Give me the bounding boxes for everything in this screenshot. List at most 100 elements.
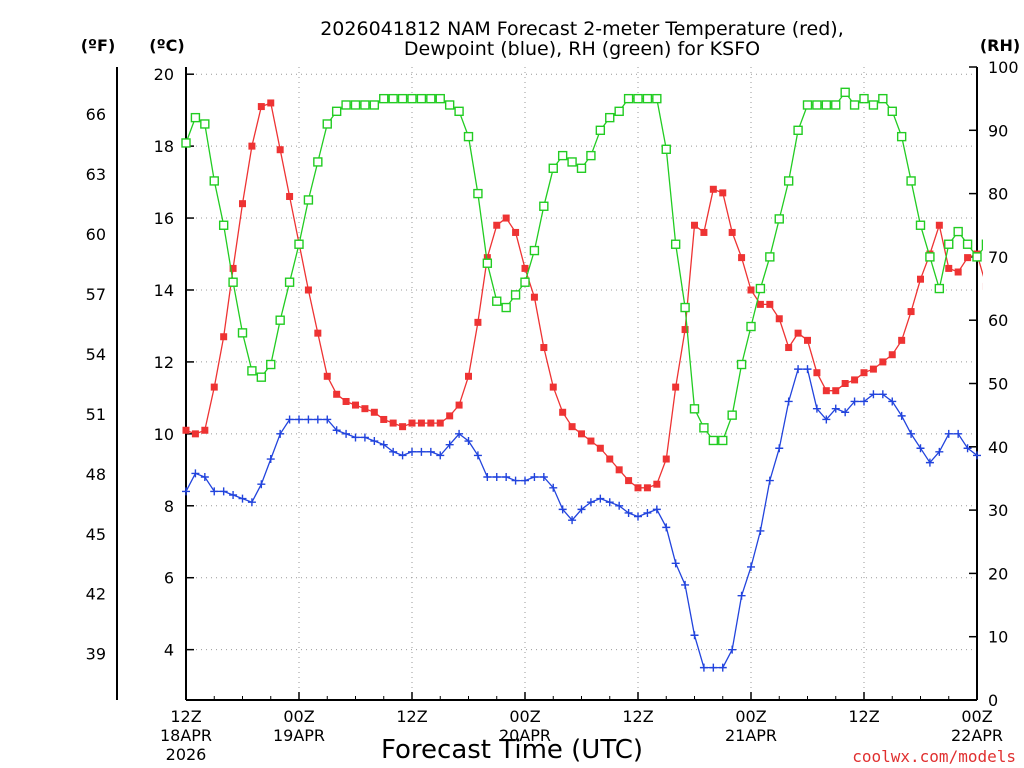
- dewpoint-point: [483, 473, 492, 482]
- time-tick-date: 22APR: [951, 726, 1003, 745]
- dewpoint-point: [426, 447, 435, 456]
- 2-meter-temperature-point: [643, 484, 651, 492]
- rh-point: [906, 176, 916, 186]
- 2-meter-temperature-point: [578, 430, 585, 438]
- rh-axis: 0 10 20 30 40 50 60 70 80 90 100: [969, 58, 1019, 710]
- dewpoint-point: [775, 444, 784, 453]
- rh-point: [520, 277, 530, 287]
- dewpoint-point: [888, 397, 897, 406]
- rh-point: [793, 125, 803, 136]
- 2-meter-temperature-point: [248, 142, 256, 150]
- fahrenheit-tick-label: 39: [86, 645, 106, 664]
- rh-series: [181, 87, 983, 446]
- rh-point: [313, 157, 323, 167]
- dewpoint-series: [182, 365, 981, 672]
- dewpoint-point: [492, 473, 501, 482]
- rh-point: [849, 100, 860, 110]
- fahrenheit-tick-label: 57: [86, 285, 106, 304]
- dewpoint-point: [624, 508, 633, 517]
- rh-point: [341, 100, 351, 110]
- rh-point: [228, 277, 238, 287]
- rh-tick-label: 40: [988, 438, 1008, 457]
- 2-meter-temperature-point: [512, 228, 520, 236]
- 2-meter-temperature-point: [700, 228, 708, 236]
- rh-point: [934, 283, 945, 294]
- 2-meter-temperature-point: [540, 344, 548, 352]
- celsius-tick-label: 18: [154, 137, 174, 156]
- 2-meter-temperature-point: [898, 336, 906, 344]
- time-tick-label: 00Z: [283, 707, 314, 726]
- rh-point: [896, 131, 907, 142]
- time-tick-label: 12Z: [396, 707, 427, 726]
- rh-point: [435, 93, 445, 104]
- 2-meter-temperature-series: [182, 99, 983, 492]
- rh-point: [708, 435, 719, 446]
- dewpoint-point: [860, 397, 868, 406]
- 2-meter-temperature-point: [465, 372, 472, 380]
- 2-meter-temperature-point: [446, 412, 454, 420]
- fahrenheit-tick-label: 51: [86, 405, 106, 424]
- 2-meter-temperature-point: [728, 228, 736, 236]
- rh-point: [576, 163, 587, 173]
- dewpoint-point: [615, 501, 624, 510]
- 2-meter-temperature-point: [625, 477, 633, 485]
- rh-point: [294, 239, 304, 249]
- rh-point: [915, 220, 926, 230]
- dewpoint-point: [417, 447, 426, 456]
- rh-point: [605, 112, 615, 123]
- rh-point: [859, 93, 869, 104]
- rh-point: [218, 220, 229, 230]
- rh-point: [727, 410, 737, 420]
- dewpoint-point: [200, 473, 209, 482]
- dewpoint-point: [652, 505, 661, 514]
- time-tick-year: 2026: [166, 745, 207, 764]
- rh-point: [548, 163, 558, 173]
- 2-meter-temperature-point: [935, 221, 943, 229]
- fahrenheit-tick-label: 60: [86, 225, 106, 244]
- 2-meter-temperature-point: [841, 380, 849, 387]
- celsius-tick-label: 12: [154, 353, 174, 372]
- 2-meter-temperature-point: [662, 455, 670, 463]
- dewpoint-point: [229, 490, 238, 499]
- 2-meter-temperature-point: [182, 426, 190, 434]
- 2-meter-temperature-point: [822, 387, 830, 395]
- dewpoint-point: [841, 408, 850, 417]
- 2-meter-temperature-point: [982, 282, 983, 290]
- 2-meter-temperature-point: [756, 300, 764, 308]
- rh-point: [444, 100, 455, 110]
- rh-point: [492, 296, 502, 306]
- dewpoint-point: [897, 411, 906, 420]
- 2-meter-temperature-point: [851, 376, 859, 384]
- dewpoint-point: [794, 365, 803, 374]
- celsius-tick-label: 6: [164, 569, 174, 588]
- fahrenheit-axis: 39 42 45 48 51 54 57 60 63 66: [86, 67, 118, 700]
- celsius-tick-label: 16: [154, 209, 174, 228]
- 2-meter-temperature-point: [596, 444, 604, 452]
- dewpoint-point: [643, 508, 652, 517]
- 2-meter-temperature-point: [257, 103, 265, 111]
- rh-point: [360, 100, 370, 110]
- rh-point: [256, 372, 267, 382]
- dewpoint-point: [699, 663, 708, 672]
- celsius-tick-label: 4: [164, 641, 174, 660]
- 2-meter-temperature-point: [229, 264, 237, 272]
- 2-meter-temperature-point: [521, 264, 529, 272]
- dewpoint-point: [634, 512, 642, 521]
- rh-point: [821, 100, 832, 110]
- dewpoint-point: [963, 444, 972, 453]
- 2-meter-temperature-point: [408, 419, 416, 427]
- 2-meter-temperature-point: [370, 408, 378, 416]
- rh-point: [190, 112, 201, 123]
- dewpoint-point: [916, 444, 925, 453]
- rh-point: [595, 125, 606, 136]
- series-clip-group: [181, 87, 983, 672]
- rh-point: [397, 93, 408, 104]
- rh-point: [482, 258, 493, 268]
- rh-point: [718, 435, 728, 446]
- dewpoint-point: [332, 426, 341, 435]
- dewpoint-point: [765, 476, 774, 485]
- rh-point: [501, 302, 511, 313]
- dewpoint-point: [907, 429, 916, 438]
- fahrenheit-tick-label: 54: [86, 345, 106, 364]
